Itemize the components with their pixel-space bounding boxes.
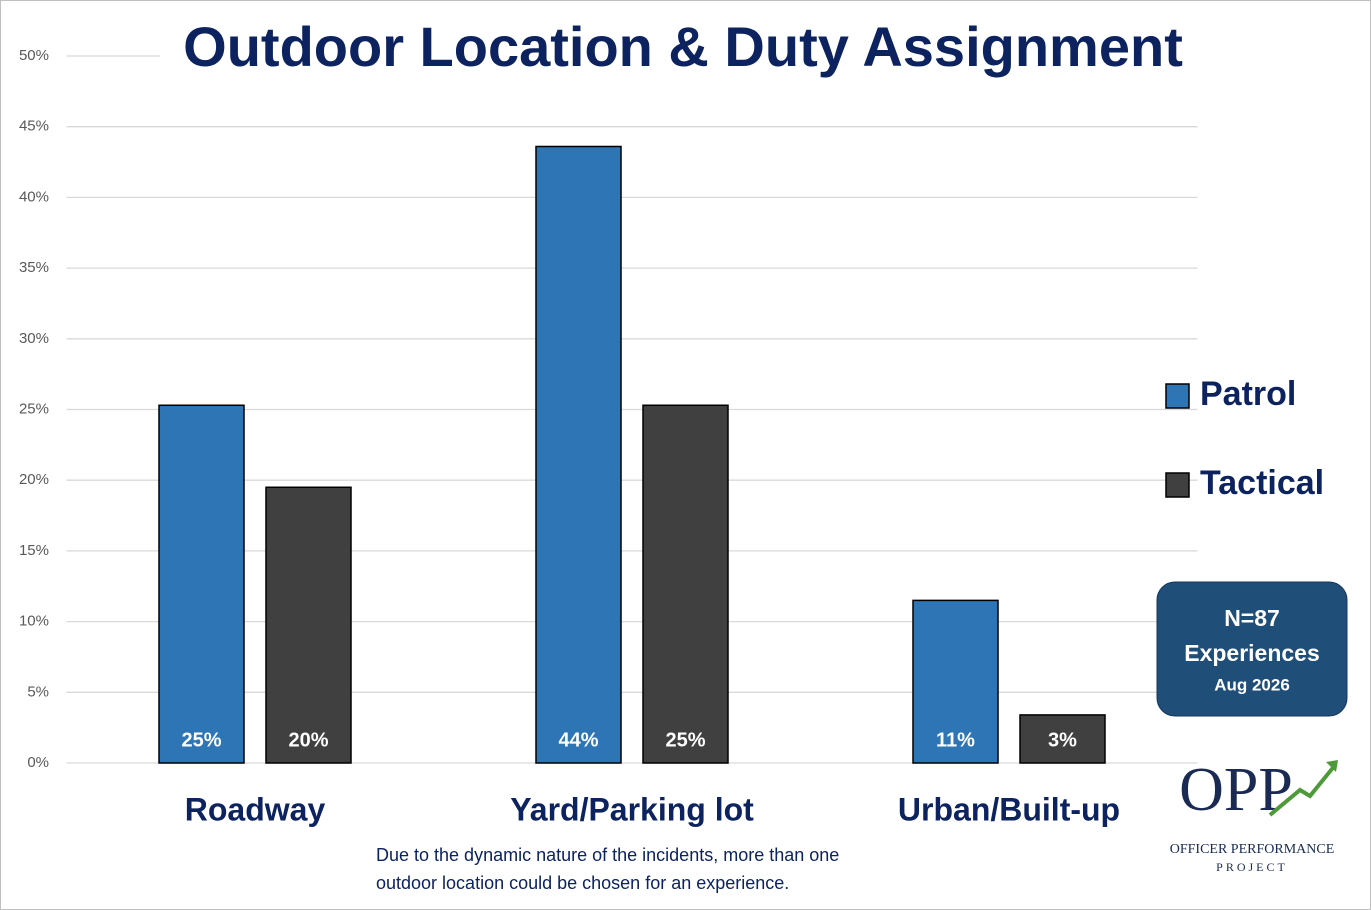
value-label: 11% xyxy=(936,729,975,751)
y-tick-label: 25% xyxy=(19,400,49,417)
grid xyxy=(66,55,1198,764)
value-label: 25% xyxy=(665,729,705,751)
bar xyxy=(912,599,999,764)
title-bg xyxy=(160,14,1210,86)
value-label: 20% xyxy=(288,729,328,751)
legend-swatch xyxy=(1165,383,1190,409)
logo-mark: OPP xyxy=(1179,756,1293,824)
y-tick-label: 30% xyxy=(19,330,49,347)
y-tick-label: 50% xyxy=(19,47,49,64)
bar xyxy=(158,404,245,764)
legend-label: Tactical xyxy=(1200,464,1324,502)
y-tick-label: 15% xyxy=(19,542,49,559)
y-tick-label: 10% xyxy=(19,613,49,630)
y-tick-label: 20% xyxy=(19,471,49,488)
legend-swatch xyxy=(1165,472,1190,498)
logo: OPP OFFICER PERFORMANCE PROJECT xyxy=(1170,756,1338,874)
note: outdoor location could be chosen for an … xyxy=(376,873,789,893)
annotation: Aug 2026 xyxy=(1214,675,1290,694)
y-tick-label: 35% xyxy=(19,259,49,276)
y-tick-label: 0% xyxy=(27,754,49,771)
value-label: 44% xyxy=(558,729,598,751)
legend-label: Patrol xyxy=(1200,375,1296,413)
bar xyxy=(642,404,729,764)
y-tick-label: 40% xyxy=(19,188,49,205)
annotation: N=87 xyxy=(1224,605,1280,631)
bar xyxy=(535,145,622,764)
annotation: Experiences xyxy=(1184,640,1320,666)
x-tick-label: Roadway xyxy=(185,791,326,827)
logo-arrowhead xyxy=(1326,760,1338,772)
value-label: 3% xyxy=(1048,729,1077,751)
y-tick-label: 5% xyxy=(27,683,49,700)
y-tick-label: 45% xyxy=(19,118,49,135)
note: Due to the dynamic nature of the inciden… xyxy=(376,845,839,865)
annotation-box xyxy=(1156,581,1348,717)
x-tick-label: Urban/Built-up xyxy=(898,791,1120,827)
bar xyxy=(265,486,352,764)
chart-title: Outdoor Location & Duty Assignment xyxy=(183,15,1183,78)
logo-name: PROJECT xyxy=(1216,860,1288,874)
logo-name: OFFICER PERFORMANCE xyxy=(1170,842,1335,857)
value-label: 25% xyxy=(181,729,221,751)
x-tick-label: Yard/Parking lot xyxy=(510,791,754,827)
logo-arrow xyxy=(1268,762,1338,817)
bar xyxy=(1019,714,1106,764)
